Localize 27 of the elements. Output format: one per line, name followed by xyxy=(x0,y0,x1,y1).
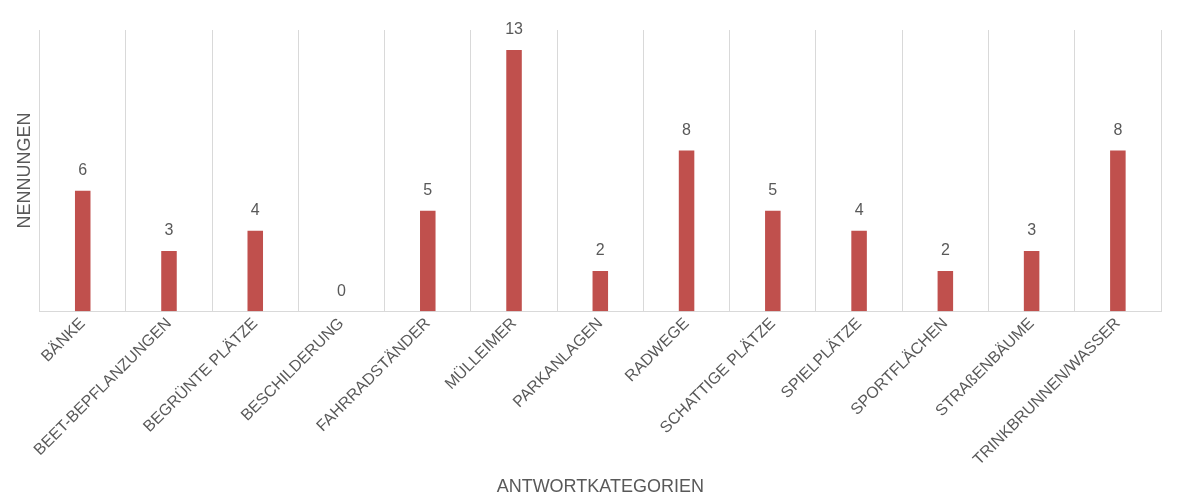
bar xyxy=(1023,250,1040,312)
data-label: 5 xyxy=(423,181,433,199)
data-label: 3 xyxy=(164,221,174,239)
data-label: 4 xyxy=(250,201,260,219)
x-axis-title: ANTWORTKATEGORIEN xyxy=(496,476,704,497)
bar xyxy=(678,150,695,312)
bar xyxy=(74,190,91,312)
bar xyxy=(592,271,609,312)
bar xyxy=(765,210,781,312)
bar xyxy=(937,271,954,312)
bar xyxy=(851,230,867,312)
data-label: 5 xyxy=(768,181,778,199)
bar xyxy=(1110,150,1126,312)
data-label: 8 xyxy=(682,120,692,138)
data-label: 8 xyxy=(1113,120,1123,138)
bar xyxy=(247,230,264,312)
data-label: 2 xyxy=(940,241,950,259)
bar xyxy=(161,250,177,312)
y-axis-title: NENNUNGEN xyxy=(13,112,34,229)
bar xyxy=(420,210,436,312)
data-label: 3 xyxy=(1027,221,1037,239)
data-label: 13 xyxy=(505,20,524,38)
data-label: 0 xyxy=(337,281,347,299)
data-label: 2 xyxy=(595,241,605,259)
data-label: 6 xyxy=(78,161,88,179)
data-label: 4 xyxy=(854,201,864,219)
bar xyxy=(506,50,522,312)
